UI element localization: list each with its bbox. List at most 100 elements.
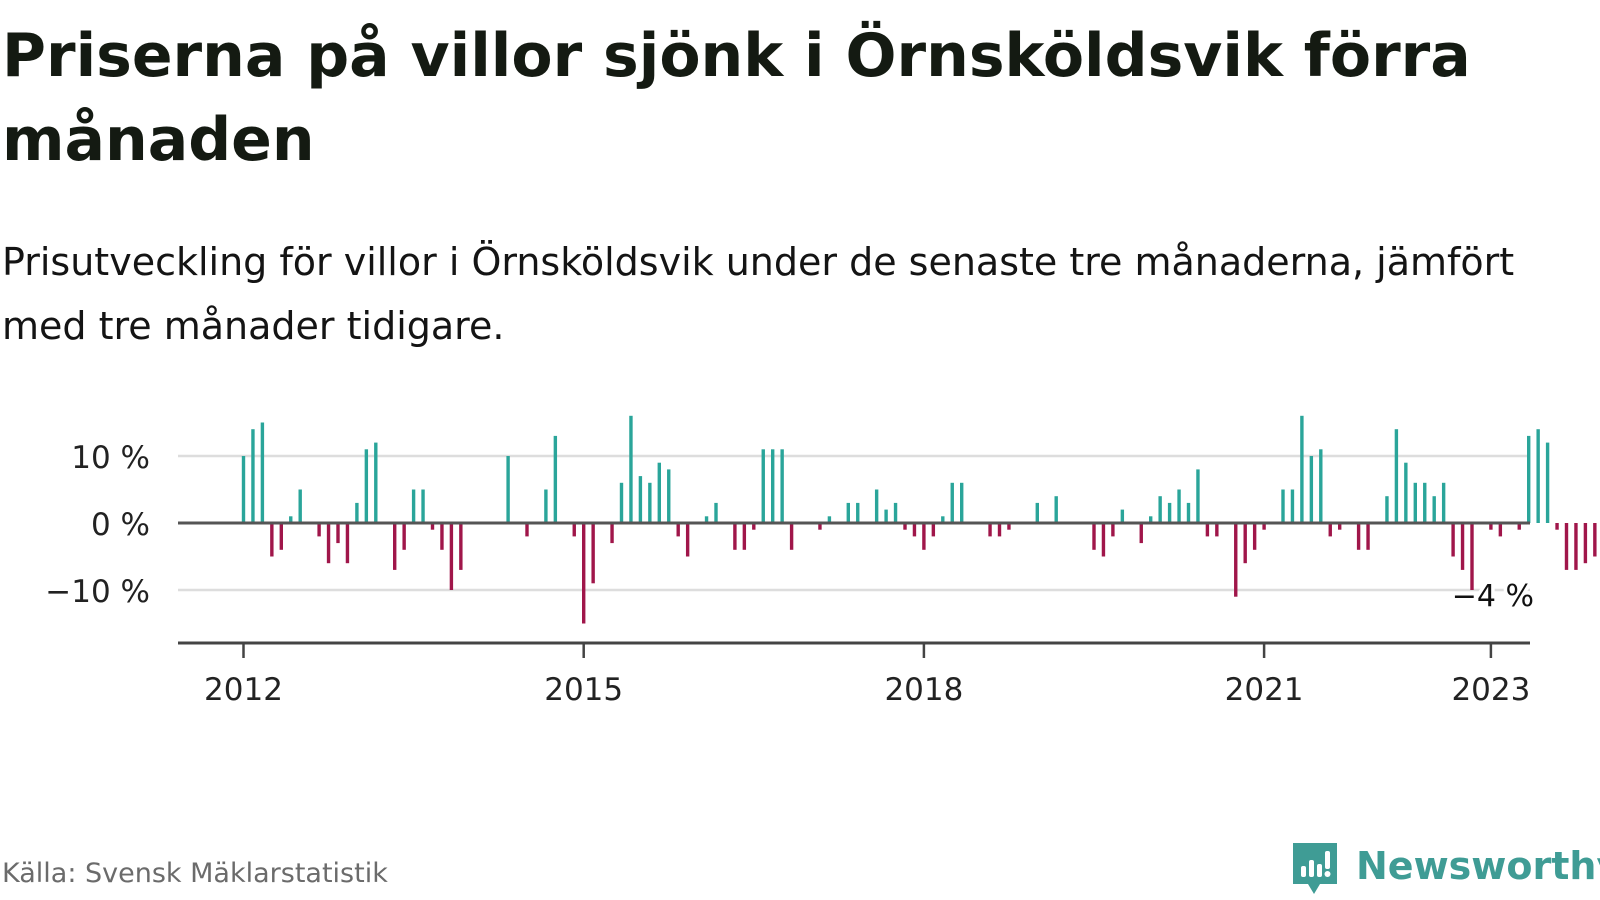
bar (289, 516, 293, 523)
bar (1583, 523, 1588, 564)
bar (1054, 496, 1058, 523)
gridlines (178, 454, 1530, 592)
bar (1035, 502, 1039, 523)
bar (1262, 523, 1266, 530)
bar (1545, 442, 1550, 523)
bar (1527, 435, 1531, 523)
brand-name: Newsworthy (1356, 844, 1600, 888)
tick-labels: −10 % 0 % 10 % 2012 2015 2018 2021 2023 −4 % (45, 440, 1537, 708)
bar (251, 429, 255, 523)
bar (1281, 489, 1285, 523)
bar (1413, 482, 1417, 523)
bar (1338, 523, 1342, 530)
bar (903, 523, 907, 530)
bar (780, 449, 784, 523)
bar (317, 523, 321, 537)
y-tick-label: 10 % (71, 440, 150, 476)
bar (997, 523, 1002, 537)
chart-subtitle: Prisutveckling för villor i Örnsköldsvik… (2, 240, 1515, 348)
bar (1470, 523, 1474, 590)
bar (1574, 523, 1578, 570)
bar (922, 523, 926, 550)
last-value-label: −4 % (1452, 579, 1534, 614)
bar (298, 489, 302, 523)
bar (1167, 502, 1172, 523)
bar (591, 523, 595, 584)
bar (440, 523, 444, 550)
bar (1555, 523, 1559, 530)
bar (1186, 502, 1191, 523)
bar (1564, 523, 1569, 570)
bar (827, 516, 832, 523)
bar (752, 523, 756, 530)
bar (459, 523, 463, 570)
bar (1328, 523, 1332, 537)
bar (582, 523, 586, 624)
chart-title: Priserna på villor sjönk i Örnsköldsvik … (2, 21, 1471, 175)
bar (884, 509, 888, 523)
bar (279, 523, 283, 550)
bar (657, 462, 661, 523)
bar (260, 422, 265, 523)
bar (270, 523, 274, 557)
bar (345, 523, 350, 564)
bar (1366, 523, 1370, 550)
bar (771, 449, 775, 523)
bar (1158, 496, 1162, 523)
bar (1300, 415, 1304, 523)
bar (374, 442, 378, 523)
bar (1489, 523, 1493, 530)
bar (1441, 482, 1446, 523)
bar (1394, 429, 1399, 523)
bar (1290, 489, 1295, 523)
bar (610, 523, 614, 544)
bar (960, 482, 964, 523)
x-tick-label: 2015 (544, 672, 623, 708)
bar (355, 502, 359, 523)
bar (1385, 496, 1389, 523)
bar (789, 523, 794, 550)
bar (893, 502, 898, 523)
bar (1498, 523, 1503, 537)
bar (336, 523, 340, 544)
bar (638, 476, 643, 523)
bar (941, 516, 945, 523)
bar (393, 523, 397, 570)
bar (1460, 523, 1465, 570)
bar (988, 523, 992, 537)
bar (1196, 469, 1200, 523)
source-note: Källa: Svensk Mäklarstatistik (2, 858, 388, 889)
bar (411, 489, 416, 523)
bar (856, 502, 860, 523)
bar (525, 523, 529, 537)
bar (874, 489, 879, 523)
bar (1536, 429, 1540, 523)
bar (733, 523, 737, 550)
y-tick-label: −10 % (45, 574, 150, 610)
bar (449, 523, 454, 590)
x-tick-label: 2012 (204, 672, 283, 708)
bar (1149, 516, 1153, 523)
bar (1404, 462, 1408, 523)
bar (1423, 482, 1427, 523)
bar (742, 523, 747, 550)
bar (1319, 449, 1323, 523)
bar (544, 489, 548, 523)
bar (241, 456, 246, 523)
bar (1205, 523, 1210, 537)
bar (430, 523, 435, 530)
bar (1111, 523, 1115, 537)
bar (553, 435, 558, 523)
y-tick-label: 0 % (91, 507, 150, 543)
x-tick-label: 2018 (884, 672, 963, 708)
bar (1252, 523, 1257, 550)
bar (761, 449, 765, 523)
bars (241, 415, 1597, 624)
bar (667, 469, 671, 523)
bar (714, 502, 718, 523)
bar (572, 523, 576, 537)
bar (1177, 489, 1181, 523)
bar (1007, 523, 1011, 530)
newsworthy-logo[interactable]: Newsworthy (1290, 838, 1600, 898)
bar (931, 523, 936, 537)
